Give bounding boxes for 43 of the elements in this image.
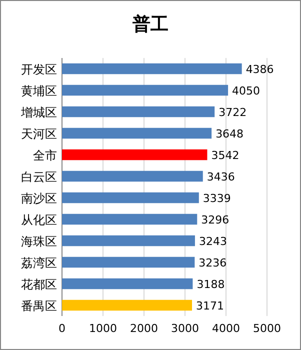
- y-tick-label: 南沙区: [21, 191, 57, 206]
- data-label: 3243: [198, 234, 227, 248]
- bar: [62, 192, 199, 204]
- y-tick-label: 番禺区: [21, 298, 57, 313]
- bar: [62, 256, 195, 268]
- bar: [62, 170, 203, 182]
- bar: [62, 300, 192, 311]
- bar: [62, 84, 228, 96]
- x-tick-label: 3000: [171, 322, 199, 335]
- bar: [62, 106, 215, 118]
- y-tick-label: 白云区: [21, 170, 57, 184]
- bar: [62, 235, 195, 246]
- y-tick-label: 从化区: [21, 212, 57, 227]
- data-label: 4386: [246, 62, 274, 76]
- y-tick-label: 黄埔区: [21, 84, 57, 98]
- bar: [62, 214, 198, 225]
- chart-title: 普工: [132, 14, 168, 35]
- data-label: 3436: [206, 170, 235, 184]
- x-tick-label: 2000: [130, 322, 158, 335]
- x-tick-label: 5000: [253, 322, 281, 335]
- data-label: 4050: [232, 84, 260, 98]
- y-tick-label: 全市: [33, 148, 57, 162]
- x-tick-label: 1000: [89, 322, 117, 335]
- bar: [62, 63, 242, 74]
- data-label: 3339: [202, 192, 231, 205]
- data-label: 3542: [211, 148, 240, 162]
- data-label: 3188: [196, 278, 225, 291]
- x-tick-label: 4000: [212, 322, 240, 335]
- data-label: 3648: [216, 127, 244, 140]
- data-label: 3171: [196, 299, 224, 312]
- y-tick-label: 开发区: [21, 62, 57, 76]
- bar: [62, 149, 208, 160]
- y-tick-label: 增城区: [20, 105, 57, 120]
- x-tick-label: 0: [58, 322, 66, 335]
- bar: [62, 128, 212, 139]
- y-tick-label: 花都区: [21, 277, 57, 292]
- data-label: 3236: [198, 256, 227, 270]
- y-tick-label: 荔湾区: [21, 256, 57, 270]
- data-label: 3296: [201, 213, 230, 226]
- y-tick-label: 海珠区: [21, 234, 57, 248]
- y-tick-label: 天河区: [21, 126, 57, 141]
- bar: [62, 278, 193, 290]
- data-label: 3722: [218, 106, 247, 119]
